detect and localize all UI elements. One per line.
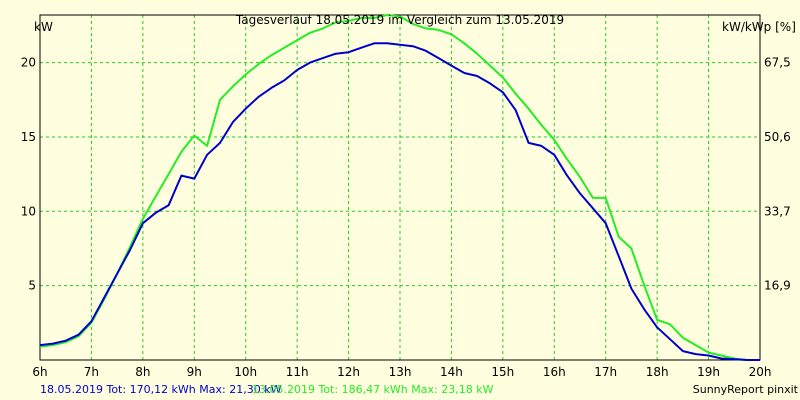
y-tick-label-right: 67,5 (764, 56, 791, 70)
y-axis-label-right: kW/kWp [%] (722, 20, 796, 34)
axis-labels: 6h 7h 8h 9h 10h 11h 12h 13h 14h 15h 16h 17h 18h 19h 20… (21, 56, 791, 379)
series-line-18-05-2019 (39, 42, 760, 361)
series-line-13-05-2019 (39, 14, 760, 361)
x-tick-label: 12h (337, 365, 360, 379)
x-tick-label: 16h (543, 365, 566, 379)
x-tick-label: 8h (135, 365, 150, 379)
x-tick-label: 19h (697, 365, 720, 379)
y-tick-label-left: 15 (21, 130, 36, 144)
x-tick-label: 6h (32, 365, 47, 379)
x-tick-label: 13h (389, 365, 412, 379)
y-tick-label-right: 33,7 (764, 204, 791, 218)
legend-entry-13-05-2019: 13.05.2019 Tot: 186,47 kWh Max: 23,18 kW (252, 383, 494, 396)
x-tick-label: 18h (646, 365, 669, 379)
y-tick-label-left: 5 (28, 279, 36, 293)
y-axis-label-left: kW (34, 20, 53, 34)
x-tick-label: 9h (187, 365, 202, 379)
chart-title: Tagesverlauf 18.05.2019 im Vergleich zum… (235, 13, 564, 27)
x-tick-label: 17h (594, 365, 617, 379)
x-tick-label: 10h (234, 365, 257, 379)
x-tick-label: 14h (440, 365, 463, 379)
y-tick-label-right: 16,9 (764, 279, 791, 293)
y-tick-label-right: 50,6 (764, 130, 791, 144)
x-tick-label: 7h (84, 365, 99, 379)
x-tick-label: 20h (749, 365, 772, 379)
footer-credit: SunnyReport pinxit (693, 383, 799, 396)
x-tick-label: 11h (286, 365, 309, 379)
series-layer (39, 14, 760, 361)
y-tick-label-left: 10 (21, 204, 36, 218)
plot-frame (39, 14, 761, 361)
legend-entry-18-05-2019: 18.05.2019 Tot: 170,12 kWh Max: 21,30 kW (40, 383, 282, 396)
x-tick-label: 15h (491, 365, 514, 379)
y-tick-label-left: 20 (21, 56, 36, 70)
